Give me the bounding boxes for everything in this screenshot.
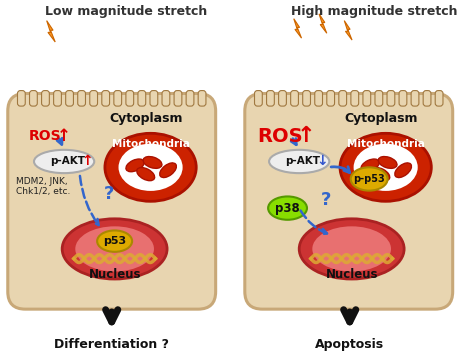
Text: Nucleus: Nucleus	[326, 268, 378, 281]
Ellipse shape	[105, 133, 196, 201]
Ellipse shape	[97, 231, 132, 252]
FancyBboxPatch shape	[8, 93, 216, 309]
Ellipse shape	[268, 197, 307, 220]
FancyBboxPatch shape	[351, 91, 359, 106]
Ellipse shape	[34, 150, 94, 173]
Text: ↑: ↑	[56, 127, 70, 145]
Text: Low magnitude stretch: Low magnitude stretch	[45, 5, 208, 18]
FancyBboxPatch shape	[162, 91, 170, 106]
Ellipse shape	[372, 168, 390, 181]
FancyBboxPatch shape	[303, 91, 310, 106]
Text: p-p53: p-p53	[353, 174, 385, 184]
Polygon shape	[344, 21, 352, 40]
Text: ↑: ↑	[82, 154, 93, 168]
Text: Apoptosis: Apoptosis	[315, 338, 384, 350]
FancyBboxPatch shape	[198, 91, 206, 106]
Text: Nucleus: Nucleus	[88, 268, 141, 281]
Text: Mitochondria: Mitochondria	[346, 139, 425, 149]
Ellipse shape	[118, 142, 184, 192]
FancyBboxPatch shape	[411, 91, 419, 106]
FancyBboxPatch shape	[174, 91, 182, 106]
Ellipse shape	[62, 219, 167, 279]
FancyBboxPatch shape	[126, 91, 134, 106]
Ellipse shape	[160, 163, 176, 178]
Text: ↓: ↓	[317, 154, 328, 168]
FancyBboxPatch shape	[399, 91, 407, 106]
FancyBboxPatch shape	[150, 91, 158, 106]
Polygon shape	[294, 19, 301, 38]
FancyBboxPatch shape	[245, 93, 453, 309]
Text: ROS: ROS	[29, 129, 62, 143]
Text: p-AKT: p-AKT	[51, 156, 85, 166]
Ellipse shape	[269, 150, 329, 173]
FancyBboxPatch shape	[102, 91, 109, 106]
Ellipse shape	[137, 168, 155, 181]
Text: ROS: ROS	[257, 127, 303, 146]
Ellipse shape	[353, 142, 419, 192]
FancyBboxPatch shape	[186, 91, 194, 106]
Text: MDM2, JNK,
Chk1/2, etc.: MDM2, JNK, Chk1/2, etc.	[16, 177, 70, 197]
Text: High magnitude stretch: High magnitude stretch	[291, 5, 457, 18]
Text: Mitochondria: Mitochondria	[112, 139, 190, 149]
Ellipse shape	[361, 159, 379, 172]
FancyBboxPatch shape	[435, 91, 443, 106]
FancyBboxPatch shape	[114, 91, 122, 106]
Ellipse shape	[340, 133, 431, 201]
Polygon shape	[319, 14, 327, 33]
FancyBboxPatch shape	[375, 91, 383, 106]
Ellipse shape	[395, 163, 411, 178]
FancyBboxPatch shape	[29, 91, 37, 106]
Text: Cytoplasm: Cytoplasm	[109, 112, 182, 125]
FancyBboxPatch shape	[327, 91, 335, 106]
Text: p38: p38	[275, 202, 300, 214]
FancyBboxPatch shape	[363, 91, 371, 106]
Ellipse shape	[378, 156, 397, 168]
FancyBboxPatch shape	[54, 91, 62, 106]
FancyBboxPatch shape	[255, 91, 262, 106]
Text: Differentiation ?: Differentiation ?	[54, 338, 169, 350]
Ellipse shape	[143, 156, 162, 168]
FancyBboxPatch shape	[138, 91, 146, 106]
Ellipse shape	[126, 159, 144, 172]
Text: p-AKT: p-AKT	[286, 156, 320, 166]
FancyBboxPatch shape	[18, 91, 25, 106]
Text: Cytoplasm: Cytoplasm	[344, 112, 418, 125]
FancyBboxPatch shape	[66, 91, 73, 106]
Ellipse shape	[351, 167, 388, 190]
FancyBboxPatch shape	[387, 91, 395, 106]
Text: ↑: ↑	[296, 126, 315, 146]
Ellipse shape	[75, 226, 154, 271]
Ellipse shape	[312, 226, 391, 271]
FancyBboxPatch shape	[423, 91, 431, 106]
FancyBboxPatch shape	[90, 91, 98, 106]
Text: ?: ?	[321, 191, 332, 209]
Text: ?: ?	[104, 184, 114, 203]
FancyBboxPatch shape	[266, 91, 274, 106]
FancyBboxPatch shape	[315, 91, 322, 106]
FancyBboxPatch shape	[291, 91, 299, 106]
FancyBboxPatch shape	[279, 91, 286, 106]
Text: p53: p53	[103, 236, 126, 246]
FancyBboxPatch shape	[339, 91, 346, 106]
Ellipse shape	[299, 219, 404, 279]
Polygon shape	[46, 21, 55, 42]
FancyBboxPatch shape	[42, 91, 49, 106]
FancyBboxPatch shape	[78, 91, 85, 106]
